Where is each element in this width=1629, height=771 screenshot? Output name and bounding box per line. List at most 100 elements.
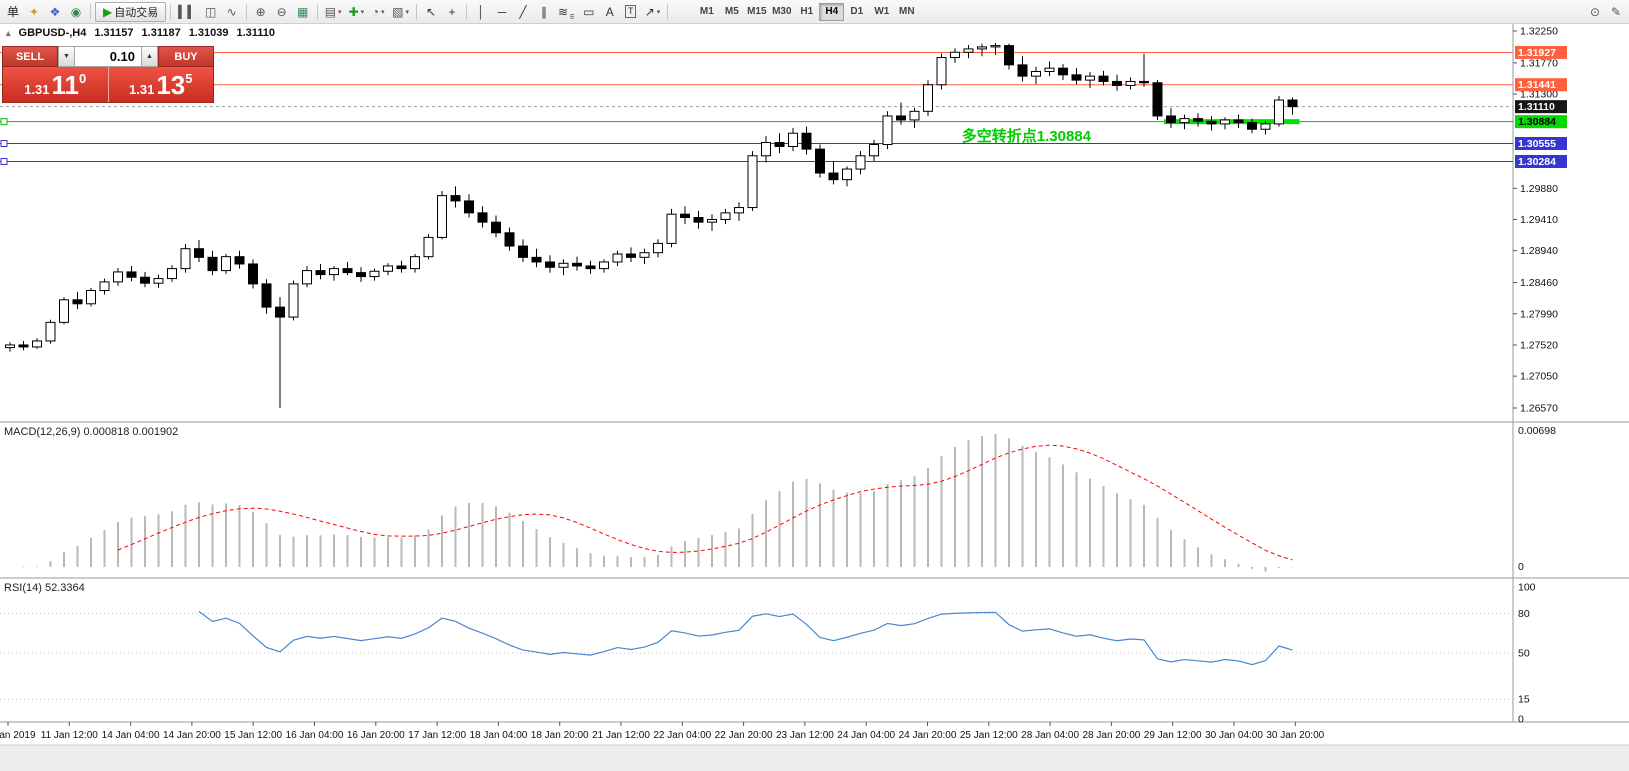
candle [1085, 75, 1095, 81]
svg-text:21 Jan 12:00: 21 Jan 12:00 [592, 730, 650, 741]
fibonacci-icon[interactable]: ≋ E [555, 2, 578, 22]
trade-panel-controls: SELL ▼ ▲ BUY [2, 46, 214, 67]
sell-price-button[interactable]: 1.31 11 0 [3, 67, 108, 102]
crosshair-icon[interactable]: + [442, 2, 462, 22]
candle [801, 132, 812, 150]
candle [1058, 67, 1068, 76]
timeframe-m30-button[interactable]: M30 [769, 3, 794, 21]
tile-windows-icon[interactable]: ▦ [293, 2, 313, 22]
horizontal-level-lines [0, 51, 1513, 165]
timeframe-m1-button[interactable]: M1 [694, 3, 719, 21]
timeframe-m5-button[interactable]: M5 [719, 3, 744, 21]
timeframe-d1-button[interactable]: D1 [844, 3, 869, 21]
cursor-icon[interactable]: ↖ [421, 2, 441, 22]
search-icon[interactable]: ⊙ [1585, 2, 1605, 22]
volume-input[interactable] [75, 46, 141, 67]
candle [842, 168, 852, 181]
candle [599, 261, 609, 270]
templates-icon[interactable]: ▧ ▾ [389, 2, 412, 22]
rsi-line [198, 611, 1293, 666]
pivot-annotation-text[interactable]: 多空转折点1.30884 [962, 127, 1092, 145]
zoom-in-icon[interactable]: ⊕ [251, 2, 271, 22]
candle [1233, 119, 1244, 124]
price-badge-support-line-1 [1515, 137, 1567, 151]
svg-text:28 Jan 20:00: 28 Jan 20:00 [1082, 730, 1140, 741]
volume-decrease-button[interactable]: ▼ [58, 46, 75, 67]
current-price-badge [1515, 100, 1567, 114]
candle [882, 115, 893, 145]
timeframe-mn-button[interactable]: MN [894, 3, 919, 21]
chart-open-value: 1.31157 [94, 27, 134, 39]
candle [774, 142, 785, 147]
candle [1274, 99, 1284, 125]
buy-price-button[interactable]: 1.31 13 5 [107, 67, 213, 102]
svg-text:1.27520: 1.27520 [1520, 339, 1558, 351]
autotrading-button[interactable]: ▶ 自动交易 [95, 1, 167, 22]
pivot-line-handle[interactable] [0, 118, 8, 126]
svg-text:0.00698: 0.00698 [1518, 425, 1556, 437]
indicators-icon[interactable]: ✚ ▾ [346, 2, 368, 22]
volume-increase-button[interactable]: ▲ [141, 46, 158, 67]
equidistant-channel-icon[interactable]: ∥ [534, 2, 554, 22]
text-icon[interactable]: A [600, 2, 620, 22]
timeframe-m15-button[interactable]: M15 [744, 3, 769, 21]
candle [153, 278, 164, 284]
svg-text:1.30884: 1.30884 [1518, 116, 1556, 128]
timeframe-h1-button[interactable]: H1 [794, 3, 819, 21]
candle [302, 270, 312, 285]
candle [45, 321, 56, 342]
buy-button[interactable]: BUY [158, 46, 214, 67]
svg-text:30 Jan 04:00: 30 Jan 04:00 [1205, 730, 1263, 741]
candle [963, 48, 974, 53]
chart-canvas[interactable]: 多空转折点1.30884 1.32250 1.31770 1.31300 1.29880… [0, 24, 1629, 771]
candle [666, 213, 677, 244]
candle [707, 219, 717, 223]
candlestick-chart-icon[interactable]: ◫ [201, 2, 221, 22]
svg-text:1.28940: 1.28940 [1520, 245, 1558, 257]
arrows-icon[interactable]: ↗ ▾ [642, 2, 664, 22]
timeframe-w1-button[interactable]: W1 [869, 3, 894, 21]
candle [261, 283, 272, 308]
toolbar-separator [416, 3, 417, 20]
navigator-icon[interactable]: ◉ [66, 2, 86, 22]
timeframe-h4-button[interactable]: H4 [819, 2, 845, 21]
periods-icon[interactable]: ◔ ▾ [368, 2, 388, 22]
svg-text:14 Jan 04:00: 14 Jan 04:00 [102, 730, 160, 741]
svg-text:30 Jan 20:00: 30 Jan 20:00 [1266, 730, 1324, 741]
text-label-icon[interactable]: T [621, 2, 641, 22]
line-chart-icon[interactable]: ∿ [222, 2, 242, 22]
price-badge-pivot-line [1515, 115, 1567, 129]
candle [545, 261, 555, 268]
candle [1193, 118, 1203, 122]
candle [761, 142, 771, 157]
new-order-button[interactable]: 单 [3, 2, 23, 22]
support-line-1-handle[interactable] [0, 140, 8, 148]
shapes-icon[interactable]: ▭ [579, 2, 599, 22]
candle [275, 306, 285, 318]
support-line-2-handle[interactable] [0, 157, 8, 165]
macd-signal-line [117, 444, 1293, 561]
chart-wizard-icon[interactable]: ✦ [24, 2, 44, 22]
candle [113, 271, 123, 283]
zoom-out-icon[interactable]: ⊖ [272, 2, 292, 22]
svg-text:1.31927: 1.31927 [1518, 47, 1556, 59]
candle [734, 207, 744, 214]
horizontal-line-icon[interactable]: ─ [492, 2, 512, 22]
quick-edit-icon[interactable]: ✎ [1606, 2, 1626, 22]
price-axis[interactable]: 1.32250 1.31770 1.31300 1.29880 1.29410 1.289… [1513, 26, 1567, 415]
price-badge-resistance-line-1 [1515, 45, 1567, 59]
sell-button[interactable]: SELL [2, 46, 58, 67]
candle [1125, 80, 1136, 86]
toolbar-separator [316, 3, 318, 20]
vertical-line-icon[interactable]: │ [471, 2, 491, 22]
new-chart-icon[interactable]: ▤ ▾ [322, 2, 345, 22]
svg-text:17 Jan 12:00: 17 Jan 12:00 [408, 730, 466, 741]
one-click-toggle-icon[interactable]: ▴ [6, 27, 11, 38]
bar-chart-icon[interactable]: ▍▍ [175, 2, 199, 22]
trendline-icon[interactable]: ╱ [513, 2, 533, 22]
candle [693, 217, 704, 223]
candle [558, 262, 569, 268]
market-watch-icon[interactable]: ❖ [45, 2, 65, 22]
